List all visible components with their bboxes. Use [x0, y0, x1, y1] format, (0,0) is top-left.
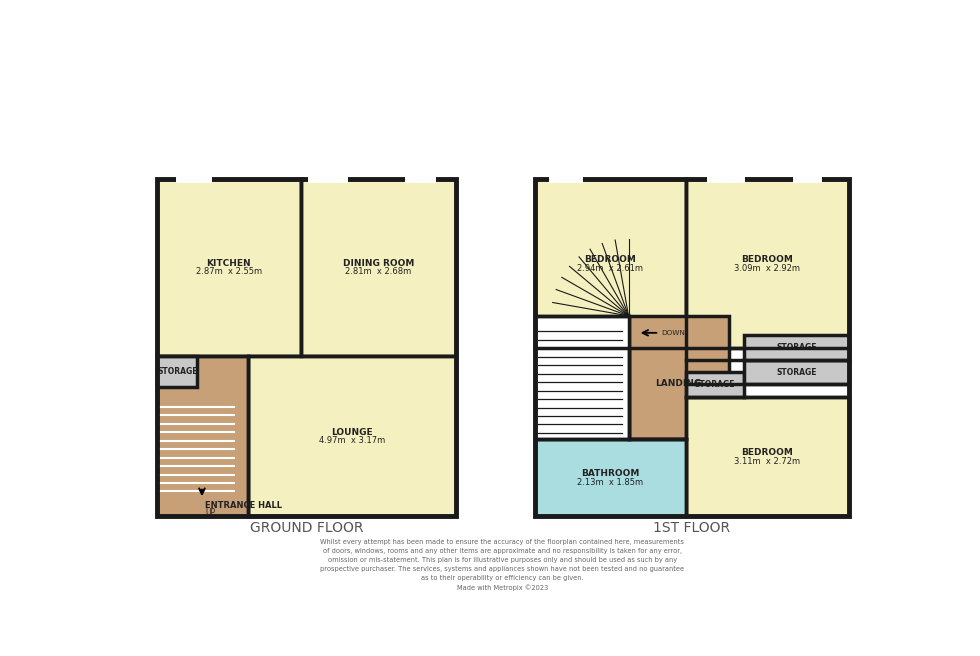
Bar	[744, 335, 849, 359]
Text: 2.81m  x 2.68m: 2.81m x 2.68m	[345, 268, 412, 276]
Text: BEDROOM: BEDROOM	[584, 255, 636, 264]
Text: DINING ROOM: DINING ROOM	[343, 259, 414, 268]
Text: KITCHEN: KITCHEN	[207, 259, 251, 268]
Text: BEDROOM: BEDROOM	[741, 449, 793, 457]
Bar	[744, 359, 849, 384]
Text: BEDROOM: BEDROOM	[741, 255, 793, 264]
Text: STORAGE: STORAGE	[776, 367, 816, 377]
Text: UP: UP	[205, 508, 216, 517]
Text: 2.13m  x 1.85m: 2.13m x 1.85m	[577, 478, 643, 487]
Text: 2.87m  x 2.55m: 2.87m x 2.55m	[196, 268, 262, 276]
Text: BATHROOM: BATHROOM	[581, 469, 639, 478]
Bar	[248, 356, 456, 516]
Bar	[535, 439, 686, 516]
Bar	[158, 179, 456, 516]
Bar	[535, 316, 628, 439]
Text: 4.97m  x 3.17m: 4.97m x 3.17m	[318, 436, 385, 445]
Text: 2.94m  x 2.61m: 2.94m x 2.61m	[577, 264, 643, 273]
Text: LANDING: LANDING	[656, 379, 702, 388]
Bar	[535, 179, 849, 516]
Text: STORAGE: STORAGE	[776, 343, 816, 352]
Bar	[686, 397, 849, 516]
Bar	[628, 316, 729, 439]
Bar	[686, 372, 744, 397]
Text: 3.11m  x 2.72m: 3.11m x 2.72m	[734, 457, 801, 466]
Bar	[301, 179, 456, 356]
Text: DOWN: DOWN	[661, 330, 685, 336]
Bar	[535, 179, 686, 348]
Text: 3.09m  x 2.92m: 3.09m x 2.92m	[734, 264, 800, 273]
Text: 1ST FLOOR: 1ST FLOOR	[653, 522, 730, 535]
Text: GROUND FLOOR: GROUND FLOOR	[250, 522, 364, 535]
Text: LOUNGE: LOUNGE	[331, 428, 373, 437]
Text: STORAGE: STORAGE	[157, 367, 198, 376]
Bar	[158, 356, 197, 387]
Bar	[686, 179, 849, 348]
Text: STORAGE: STORAGE	[695, 380, 735, 389]
Text: ENTRANCE HALL: ENTRANCE HALL	[205, 501, 282, 510]
Bar	[158, 356, 248, 516]
Text: Whilst every attempt has been made to ensure the accuracy of the floorplan conta: Whilst every attempt has been made to en…	[320, 539, 684, 590]
Bar	[158, 179, 301, 356]
